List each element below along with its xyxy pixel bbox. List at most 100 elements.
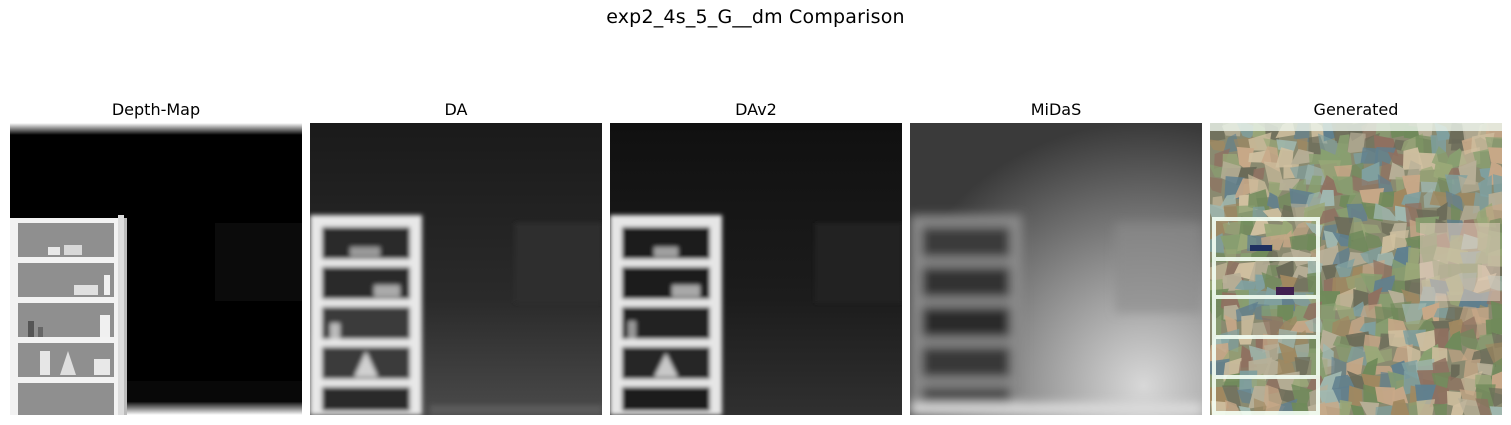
texture-tile bbox=[1401, 303, 1427, 325]
texture-tile bbox=[1339, 399, 1353, 415]
texture-tile bbox=[1317, 303, 1337, 322]
panel-title: MiDaS bbox=[1030, 100, 1082, 119]
texture-tile bbox=[1485, 342, 1502, 366]
texture-tile bbox=[1375, 386, 1396, 407]
texture-tile bbox=[1448, 318, 1467, 339]
texture-tile bbox=[1360, 223, 1382, 234]
texture-tile bbox=[1236, 146, 1255, 172]
texture-tile bbox=[1375, 348, 1393, 363]
panel-generated: Generated bbox=[1210, 98, 1502, 415]
texture-tile bbox=[1361, 161, 1380, 186]
texture-tile bbox=[1488, 387, 1502, 408]
texture-tile bbox=[1473, 149, 1492, 172]
panel-title: DA bbox=[444, 100, 468, 119]
texture-tile bbox=[1336, 148, 1353, 171]
texture-tile bbox=[1350, 404, 1365, 415]
texture-tile bbox=[1319, 401, 1341, 415]
texture-tile bbox=[1261, 272, 1285, 290]
da-image bbox=[310, 123, 602, 415]
texture-tile bbox=[1445, 190, 1464, 212]
texture-tile bbox=[1222, 220, 1244, 237]
texture-tile bbox=[1335, 304, 1356, 322]
texture-tile bbox=[1446, 391, 1462, 408]
texture-tile bbox=[1380, 222, 1398, 237]
texture-tile bbox=[1487, 147, 1502, 165]
texture-tile bbox=[1401, 289, 1421, 304]
texture-tile bbox=[1485, 317, 1502, 336]
panel-title: Generated bbox=[1313, 100, 1399, 119]
figure-title: exp2_4s_5_G__dm Comparison bbox=[606, 6, 905, 28]
texture-tile bbox=[1291, 384, 1313, 408]
texture-tile bbox=[1335, 258, 1355, 280]
texture-tile bbox=[1332, 287, 1357, 311]
texture-tile bbox=[1415, 328, 1440, 352]
texture-tile bbox=[1492, 174, 1502, 195]
texture-tile bbox=[1359, 401, 1380, 415]
texture-tile bbox=[1282, 230, 1293, 248]
texture-tile bbox=[1458, 175, 1481, 194]
texture-tile bbox=[1275, 147, 1294, 168]
panel-title: Depth-Map bbox=[111, 100, 201, 119]
texture-tile bbox=[1318, 208, 1340, 225]
depth-map-image bbox=[10, 123, 302, 415]
texture-tile bbox=[1234, 280, 1256, 293]
texture-tile bbox=[1373, 275, 1396, 293]
texture-tile bbox=[1220, 194, 1237, 207]
texture-tile bbox=[1290, 149, 1314, 166]
texture-tile bbox=[1351, 162, 1365, 179]
texture-tile bbox=[1319, 290, 1341, 307]
texture-tile bbox=[1446, 376, 1465, 392]
texture-tile bbox=[1352, 175, 1369, 194]
panel-depth-map: Depth-Map bbox=[10, 98, 302, 415]
texture-tile bbox=[1421, 302, 1440, 323]
texture-tile bbox=[1263, 161, 1284, 184]
texture-tile bbox=[1214, 148, 1231, 169]
texture-tile bbox=[1475, 398, 1491, 415]
texture-tile bbox=[1321, 263, 1338, 280]
texture-tile bbox=[1403, 319, 1427, 334]
texture-tile bbox=[1347, 230, 1370, 254]
texture-tile bbox=[1432, 403, 1448, 415]
texture-tile bbox=[1450, 364, 1460, 382]
texture-tile bbox=[1478, 175, 1492, 198]
texture-tile bbox=[1416, 399, 1436, 415]
texture-tile bbox=[1436, 202, 1448, 222]
texture-tile bbox=[1390, 398, 1410, 415]
texture-tile bbox=[1415, 166, 1440, 183]
texture-tile bbox=[1318, 189, 1335, 207]
texture-tile bbox=[1278, 342, 1300, 364]
texture-tile bbox=[1248, 132, 1272, 151]
midas-image bbox=[910, 123, 1202, 415]
texture-tile bbox=[1332, 176, 1356, 198]
generated-image bbox=[1210, 123, 1502, 415]
texture-tile bbox=[1359, 188, 1385, 207]
dav2-image bbox=[610, 123, 902, 415]
texture-tile bbox=[1457, 398, 1481, 415]
texture-tile bbox=[1277, 304, 1294, 324]
panel-title: DAv2 bbox=[735, 100, 777, 119]
texture-tile bbox=[1275, 260, 1294, 279]
texture-tile bbox=[1294, 343, 1310, 362]
texture-tile bbox=[1388, 162, 1406, 180]
texture-tile bbox=[1210, 176, 1223, 194]
panel-dav2: DAv2 bbox=[610, 98, 902, 415]
texture-tile bbox=[1261, 358, 1283, 380]
texture-tile bbox=[1255, 274, 1266, 295]
texture-tile bbox=[1347, 132, 1366, 154]
texture-tile bbox=[1236, 388, 1253, 405]
texture-tile bbox=[1360, 147, 1379, 164]
panel-da: DA bbox=[310, 98, 602, 415]
texture-tile bbox=[1266, 192, 1281, 212]
texture-tile bbox=[1377, 191, 1397, 208]
texture-tile bbox=[1304, 316, 1326, 334]
texture-tile bbox=[1252, 167, 1265, 180]
texture-tile bbox=[1345, 273, 1368, 295]
texture-tile bbox=[1221, 385, 1242, 410]
texture-tile bbox=[1458, 328, 1482, 354]
texture-tile bbox=[1365, 232, 1384, 249]
panel-midas: MiDaS bbox=[910, 98, 1202, 415]
texture-tile bbox=[1444, 330, 1463, 351]
texture-tile bbox=[1210, 139, 1227, 152]
texture-tile bbox=[1359, 321, 1376, 336]
texture-tile bbox=[1450, 138, 1464, 151]
